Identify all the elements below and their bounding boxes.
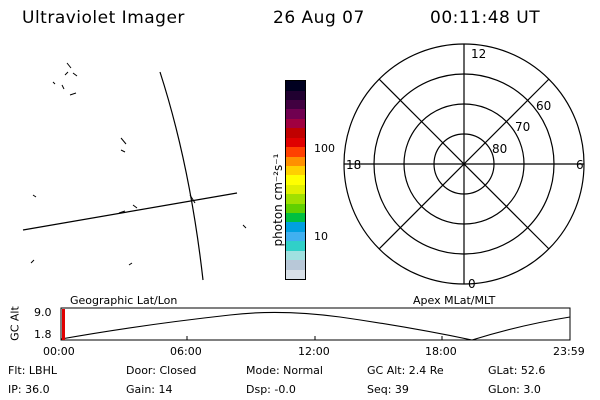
hour-label-0: 0 [468,277,476,291]
dsp-value: Dsp: -0.0 [246,383,296,396]
colorbar-segment [286,99,305,110]
colorbar-segment [286,241,305,251]
gc-altitude-value: GC Alt: 2.4 Re [367,364,444,377]
instrument-title: Ultraviolet Imager [22,8,185,28]
door-status: Door: Closed [126,364,197,377]
lat-label-60: 60 [536,99,551,113]
colorbar-segment [286,118,305,129]
geo-longitude-value: GLon: 3.0 [488,383,541,396]
time-tick-2359: 23:59 [553,345,585,358]
colorbar-segment [286,147,305,157]
colorbar-tick-10: 10 [314,230,328,243]
diagonal-line-b [378,78,550,250]
geographic-image-panel [22,62,247,281]
hour-label-12: 12 [471,47,486,61]
time-tick-1800: 18:00 [425,345,457,358]
colorbar-segment [286,260,305,270]
time-tick-0000: 00:00 [43,345,75,358]
hour-label-18: 18 [346,158,361,172]
colorbar-segment [286,231,305,242]
colorbar-segment [286,137,305,148]
lat-label-80: 80 [492,142,507,156]
latitude-grid-line [22,192,238,231]
time-tick-1200: 12:00 [298,345,330,358]
date-label: 26 Aug 07 [273,8,365,28]
filter-value: Flt: LBHL [8,364,57,377]
colorbar-segment [286,175,305,185]
colorbar-segment [286,128,305,138]
hour-label-6: 6 [576,158,584,172]
colorbar-segment [286,213,305,223]
colorbar-segment [286,203,305,214]
lat-label-70: 70 [515,120,530,134]
altitude-left-title: Geographic Lat/Lon [70,294,178,307]
time-label: 00:11:48 UT [430,8,541,28]
altitude-ytick-max: 9.0 [34,306,52,319]
colorbar-segment [286,269,305,279]
colorbar-segment [286,194,305,204]
mode-value: Mode: Normal [246,364,323,377]
longitude-grid-line [159,71,204,281]
colorbar-segment [286,81,305,91]
colorbar-segment [286,222,305,232]
altitude-right-title: Apex MLat/MLT [413,294,496,307]
noise-specks [30,62,247,266]
colorbar-segment [286,184,305,195]
colorbar-segment [286,156,305,166]
colorbar [285,80,306,280]
altitude-timeline-plot [60,307,571,341]
gain-value: Gain: 14 [126,383,173,396]
colorbar-segment [286,90,305,100]
colorbar-tick-100: 100 [314,142,335,155]
altitude-ylabel: GC Alt [8,306,22,341]
current-time-marker [62,309,65,340]
colorbar-unit-label: photon cm⁻²s⁻¹ [271,153,285,247]
ip-value: IP: 36.0 [8,383,50,396]
colorbar-segment [286,109,305,119]
geo-latitude-value: GLat: 52.6 [488,364,546,377]
colorbar-segment [286,250,305,261]
sequence-value: Seq: 39 [367,383,409,396]
altitude-ytick-min: 1.8 [34,328,52,341]
colorbar-segment [286,165,305,176]
altitude-trace [60,311,571,341]
time-tick-0600: 06:00 [170,345,202,358]
polar-mlat-mlt-plot: 12 18 6 0 60 70 80 [343,43,585,291]
